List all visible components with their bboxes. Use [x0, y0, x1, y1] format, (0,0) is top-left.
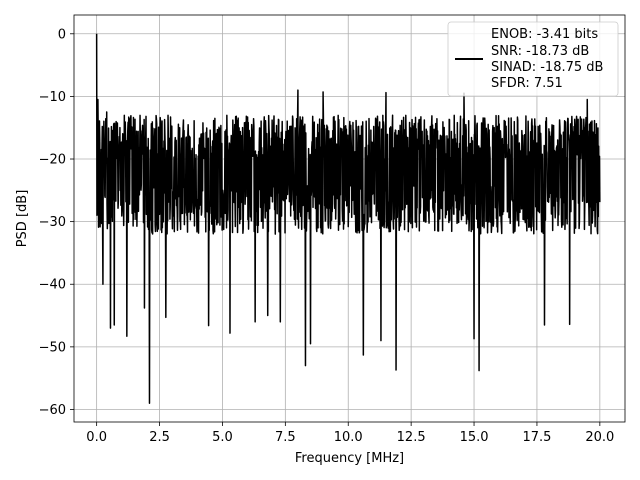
y-tick-label: −40 — [39, 278, 66, 293]
axis-ticks: 0.0 2.5 5.0 7.5 10.0 12.5 15.0 17.5 20.0 0 −10 −20 −… — [39, 27, 615, 445]
plot-frame — [73, 14, 626, 423]
y-tick-label: −50 — [39, 340, 66, 355]
x-tick-label: 20.0 — [585, 430, 614, 445]
legend-entry-snr: SNR: -18.73 dB — [491, 44, 589, 59]
x-tick-label: 7.5 — [275, 430, 296, 445]
legend: ENOB: -3.41 bits SNR: -18.73 dB SINAD: -… — [447, 21, 619, 97]
legend-entry-sinad: SINAD: -18.75 dB — [491, 60, 603, 75]
y-tick-label: 0 — [58, 27, 66, 42]
y-tick-label: −30 — [39, 215, 66, 230]
x-axis-label: Frequency [MHz] — [295, 451, 404, 466]
y-tick-label: −60 — [39, 403, 66, 418]
x-tick-label: 17.5 — [522, 430, 551, 445]
y-tick-label: −10 — [39, 90, 66, 105]
y-tick-label: −20 — [39, 153, 66, 168]
legend-entry-enob: ENOB: -3.41 bits — [491, 27, 598, 42]
x-tick-label: 12.5 — [397, 430, 426, 445]
legend-box — [447, 21, 619, 97]
x-tick-label: 2.5 — [149, 430, 170, 445]
x-tick-label: 5.0 — [212, 430, 233, 445]
series-group — [95, 33, 601, 404]
y-axis-label: PSD [dB] — [15, 190, 30, 248]
x-tick-label: 15.0 — [460, 430, 489, 445]
x-tick-label: 0.0 — [86, 430, 107, 445]
x-tick-label: 10.0 — [334, 430, 363, 445]
legend-entry-sfdr: SFDR: 7.51 — [491, 76, 563, 91]
psd-series-line — [95, 33, 601, 404]
